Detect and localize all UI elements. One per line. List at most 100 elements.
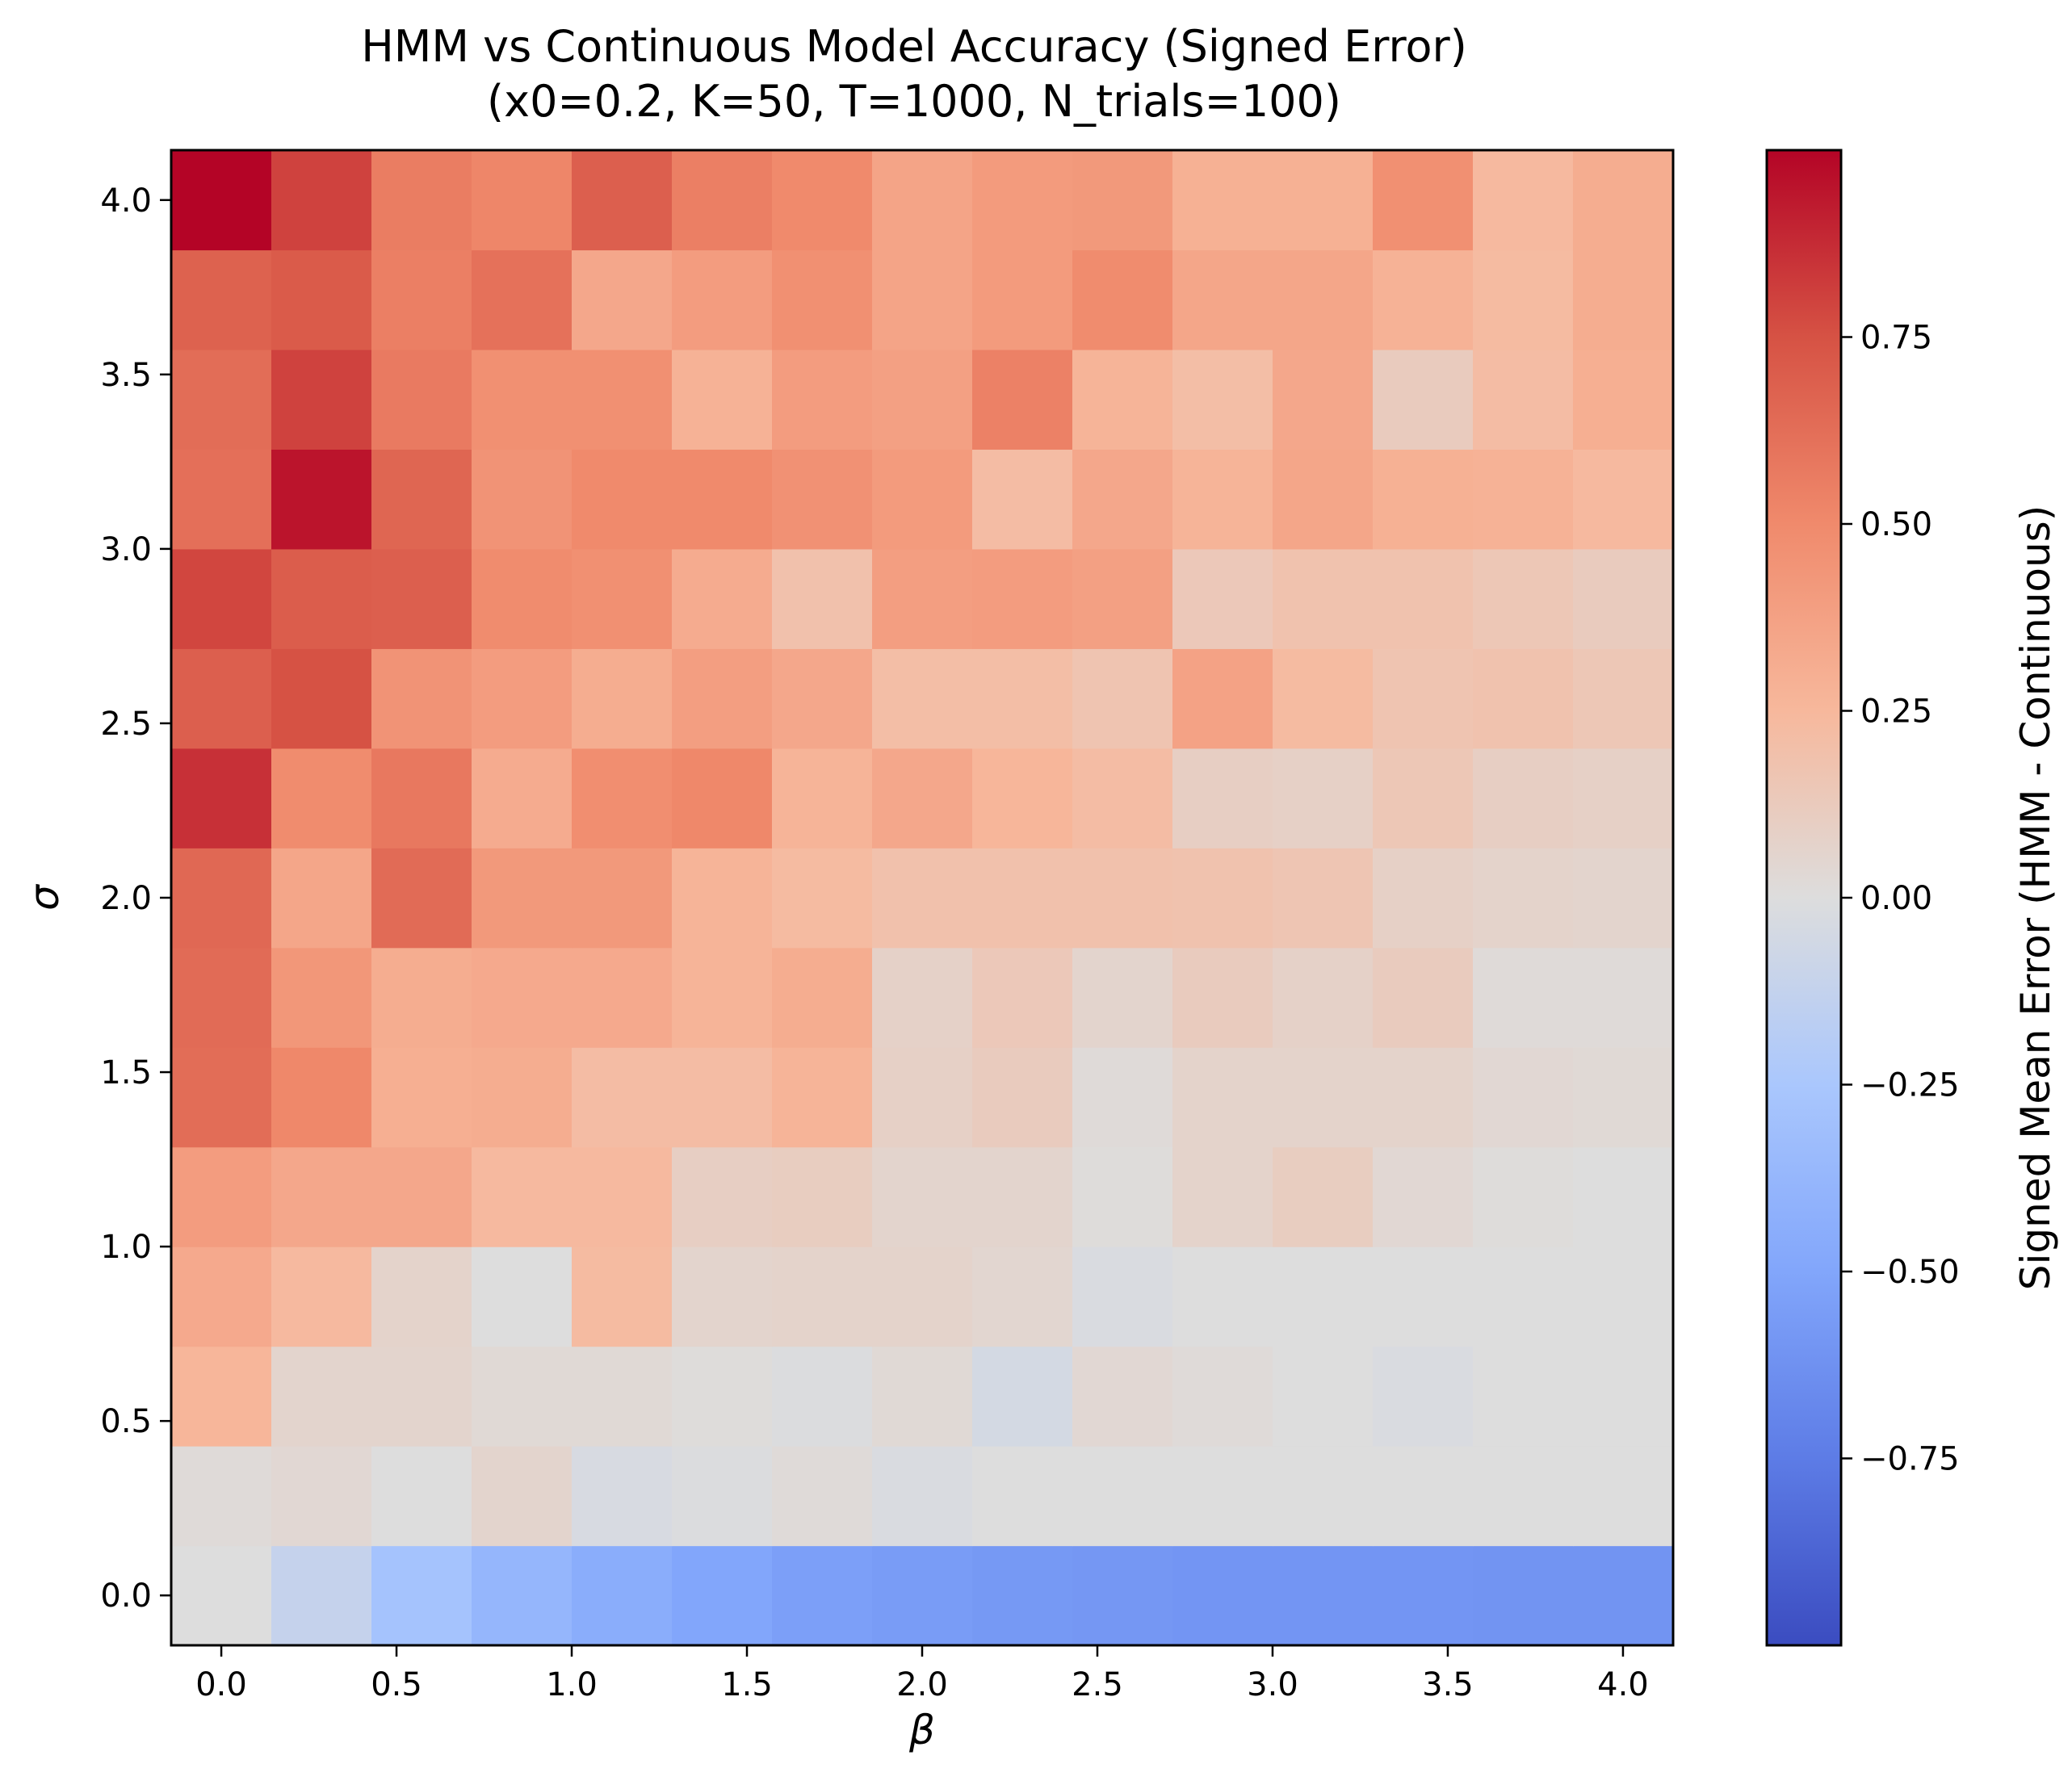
heatmap-cell [1373, 1346, 1474, 1447]
heatmap-cell [1373, 150, 1474, 251]
y-tick-label: 1.0 [100, 1229, 152, 1266]
heatmap-cell [572, 748, 673, 848]
heatmap-cell [1473, 748, 1574, 848]
heatmap-cell [171, 1047, 272, 1148]
heatmap-cell [1573, 1545, 1674, 1646]
colorbar [1765, 149, 1843, 1647]
heatmap-cell [972, 349, 1073, 450]
heatmap-cell [271, 1545, 372, 1646]
x-axis-label: β [908, 1707, 935, 1753]
heatmap-cell [371, 648, 472, 749]
heatmap-cell [1573, 1146, 1674, 1247]
heatmap-cell [1573, 449, 1674, 550]
heatmap-cell [1573, 648, 1674, 749]
heatmap-cell [972, 1246, 1073, 1347]
heatmap-cell [1172, 150, 1273, 251]
heatmap-cell [1473, 848, 1574, 949]
x-tick-label: 3.0 [1247, 1666, 1298, 1703]
heatmap-cell [271, 1446, 372, 1547]
heatmap-cell [371, 1346, 472, 1447]
colorbar-tick-label: −0.25 [1860, 1067, 1960, 1104]
colorbar-label: Signed Mean Error (HMM - Continuous) [2012, 505, 2059, 1290]
heatmap-cell [1172, 848, 1273, 949]
heatmap-cell [472, 150, 573, 251]
chart-subtitle: (x0=0.2, K=50, T=1000, N_trials=100) [487, 76, 1341, 127]
heatmap-cell [271, 150, 372, 251]
y-tick-label: 0.5 [100, 1403, 152, 1440]
heatmap-cell [672, 150, 773, 251]
heatmap-cell [171, 1246, 272, 1347]
heatmap-cell [1473, 249, 1574, 350]
y-tick-label: 0.0 [100, 1577, 152, 1615]
heatmap-cell [1573, 150, 1674, 251]
heatmap-cell [1273, 1446, 1374, 1547]
heatmap-cell [772, 150, 873, 251]
heatmap-cell [1373, 648, 1474, 749]
heatmap-cell [772, 1346, 873, 1447]
heatmap-cell [1273, 1246, 1374, 1347]
heatmap-cell [1473, 1246, 1574, 1347]
heatmap-cell [472, 748, 573, 848]
heatmap-cell [472, 947, 573, 1048]
colorbar-tick-label: −0.50 [1860, 1254, 1960, 1291]
heatmap-cell [1172, 249, 1273, 350]
heatmap-cell [1573, 947, 1674, 1048]
heatmap-cell [1072, 1146, 1173, 1247]
heatmap-cell [171, 748, 272, 848]
heatmap-cell [1373, 1047, 1474, 1148]
heatmap-cell [1373, 349, 1474, 450]
heatmap-cell [1573, 548, 1674, 649]
heatmap-cell [1373, 848, 1474, 949]
chart-title: HMM vs Continuous Model Accuracy (Signed… [361, 21, 1467, 72]
heatmap-cell [972, 1146, 1073, 1247]
heatmap-cell [1072, 1446, 1173, 1547]
y-tick-label: 3.0 [100, 531, 152, 568]
heatmap-cell [572, 1246, 673, 1347]
heatmap-cell [872, 548, 973, 649]
heatmap-cell [1473, 947, 1574, 1048]
heatmap-cell [872, 249, 973, 350]
heatmap-cell [772, 1146, 873, 1247]
heatmap-cell [672, 748, 773, 848]
heatmap-cells [171, 150, 1674, 1646]
heatmap-cell [171, 449, 272, 550]
heatmap-cell [1172, 349, 1273, 450]
heatmap-cell [1072, 648, 1173, 749]
heatmap-cell [1273, 249, 1374, 350]
heatmap-cell [872, 1446, 973, 1547]
heatmap-cell [472, 1545, 573, 1646]
heatmap-cell [1172, 449, 1273, 550]
heatmap-cell [171, 848, 272, 949]
heatmap-cell [572, 648, 673, 749]
heatmap-cell [171, 1545, 272, 1646]
heatmap-cell [1473, 548, 1574, 649]
heatmap-cell [572, 548, 673, 649]
heatmap-cell [1473, 1446, 1574, 1547]
heatmap-cell [772, 548, 873, 649]
heatmap-cell [972, 748, 1073, 848]
heatmap-cell [472, 1047, 573, 1148]
x-tick-label: 4.0 [1597, 1666, 1649, 1703]
heatmap-cell [672, 349, 773, 450]
heatmap-cell [271, 748, 372, 848]
heatmap-cell [1573, 1047, 1674, 1148]
heatmap-cell [1273, 648, 1374, 749]
heatmap-cell [572, 1146, 673, 1247]
x-tick-label: 2.5 [1072, 1666, 1123, 1703]
heatmap-cell [872, 648, 973, 749]
y-tick-label: 1.5 [100, 1054, 152, 1091]
heatmap-cell [171, 150, 272, 251]
heatmap-cell [472, 1246, 573, 1347]
heatmap-cell [1273, 548, 1374, 649]
colorbar-tick-label: 0.75 [1860, 320, 1932, 357]
heatmap-cell [872, 1545, 973, 1646]
heatmap-cell [872, 1246, 973, 1347]
heatmap-cell [872, 848, 973, 949]
heatmap-cell [1473, 150, 1574, 251]
x-tick-label: 1.5 [721, 1666, 773, 1703]
x-tick-label: 3.5 [1422, 1666, 1474, 1703]
colorbar-tick-label: 0.00 [1860, 880, 1932, 917]
heatmap-cell [772, 748, 873, 848]
heatmap-cell [472, 848, 573, 949]
